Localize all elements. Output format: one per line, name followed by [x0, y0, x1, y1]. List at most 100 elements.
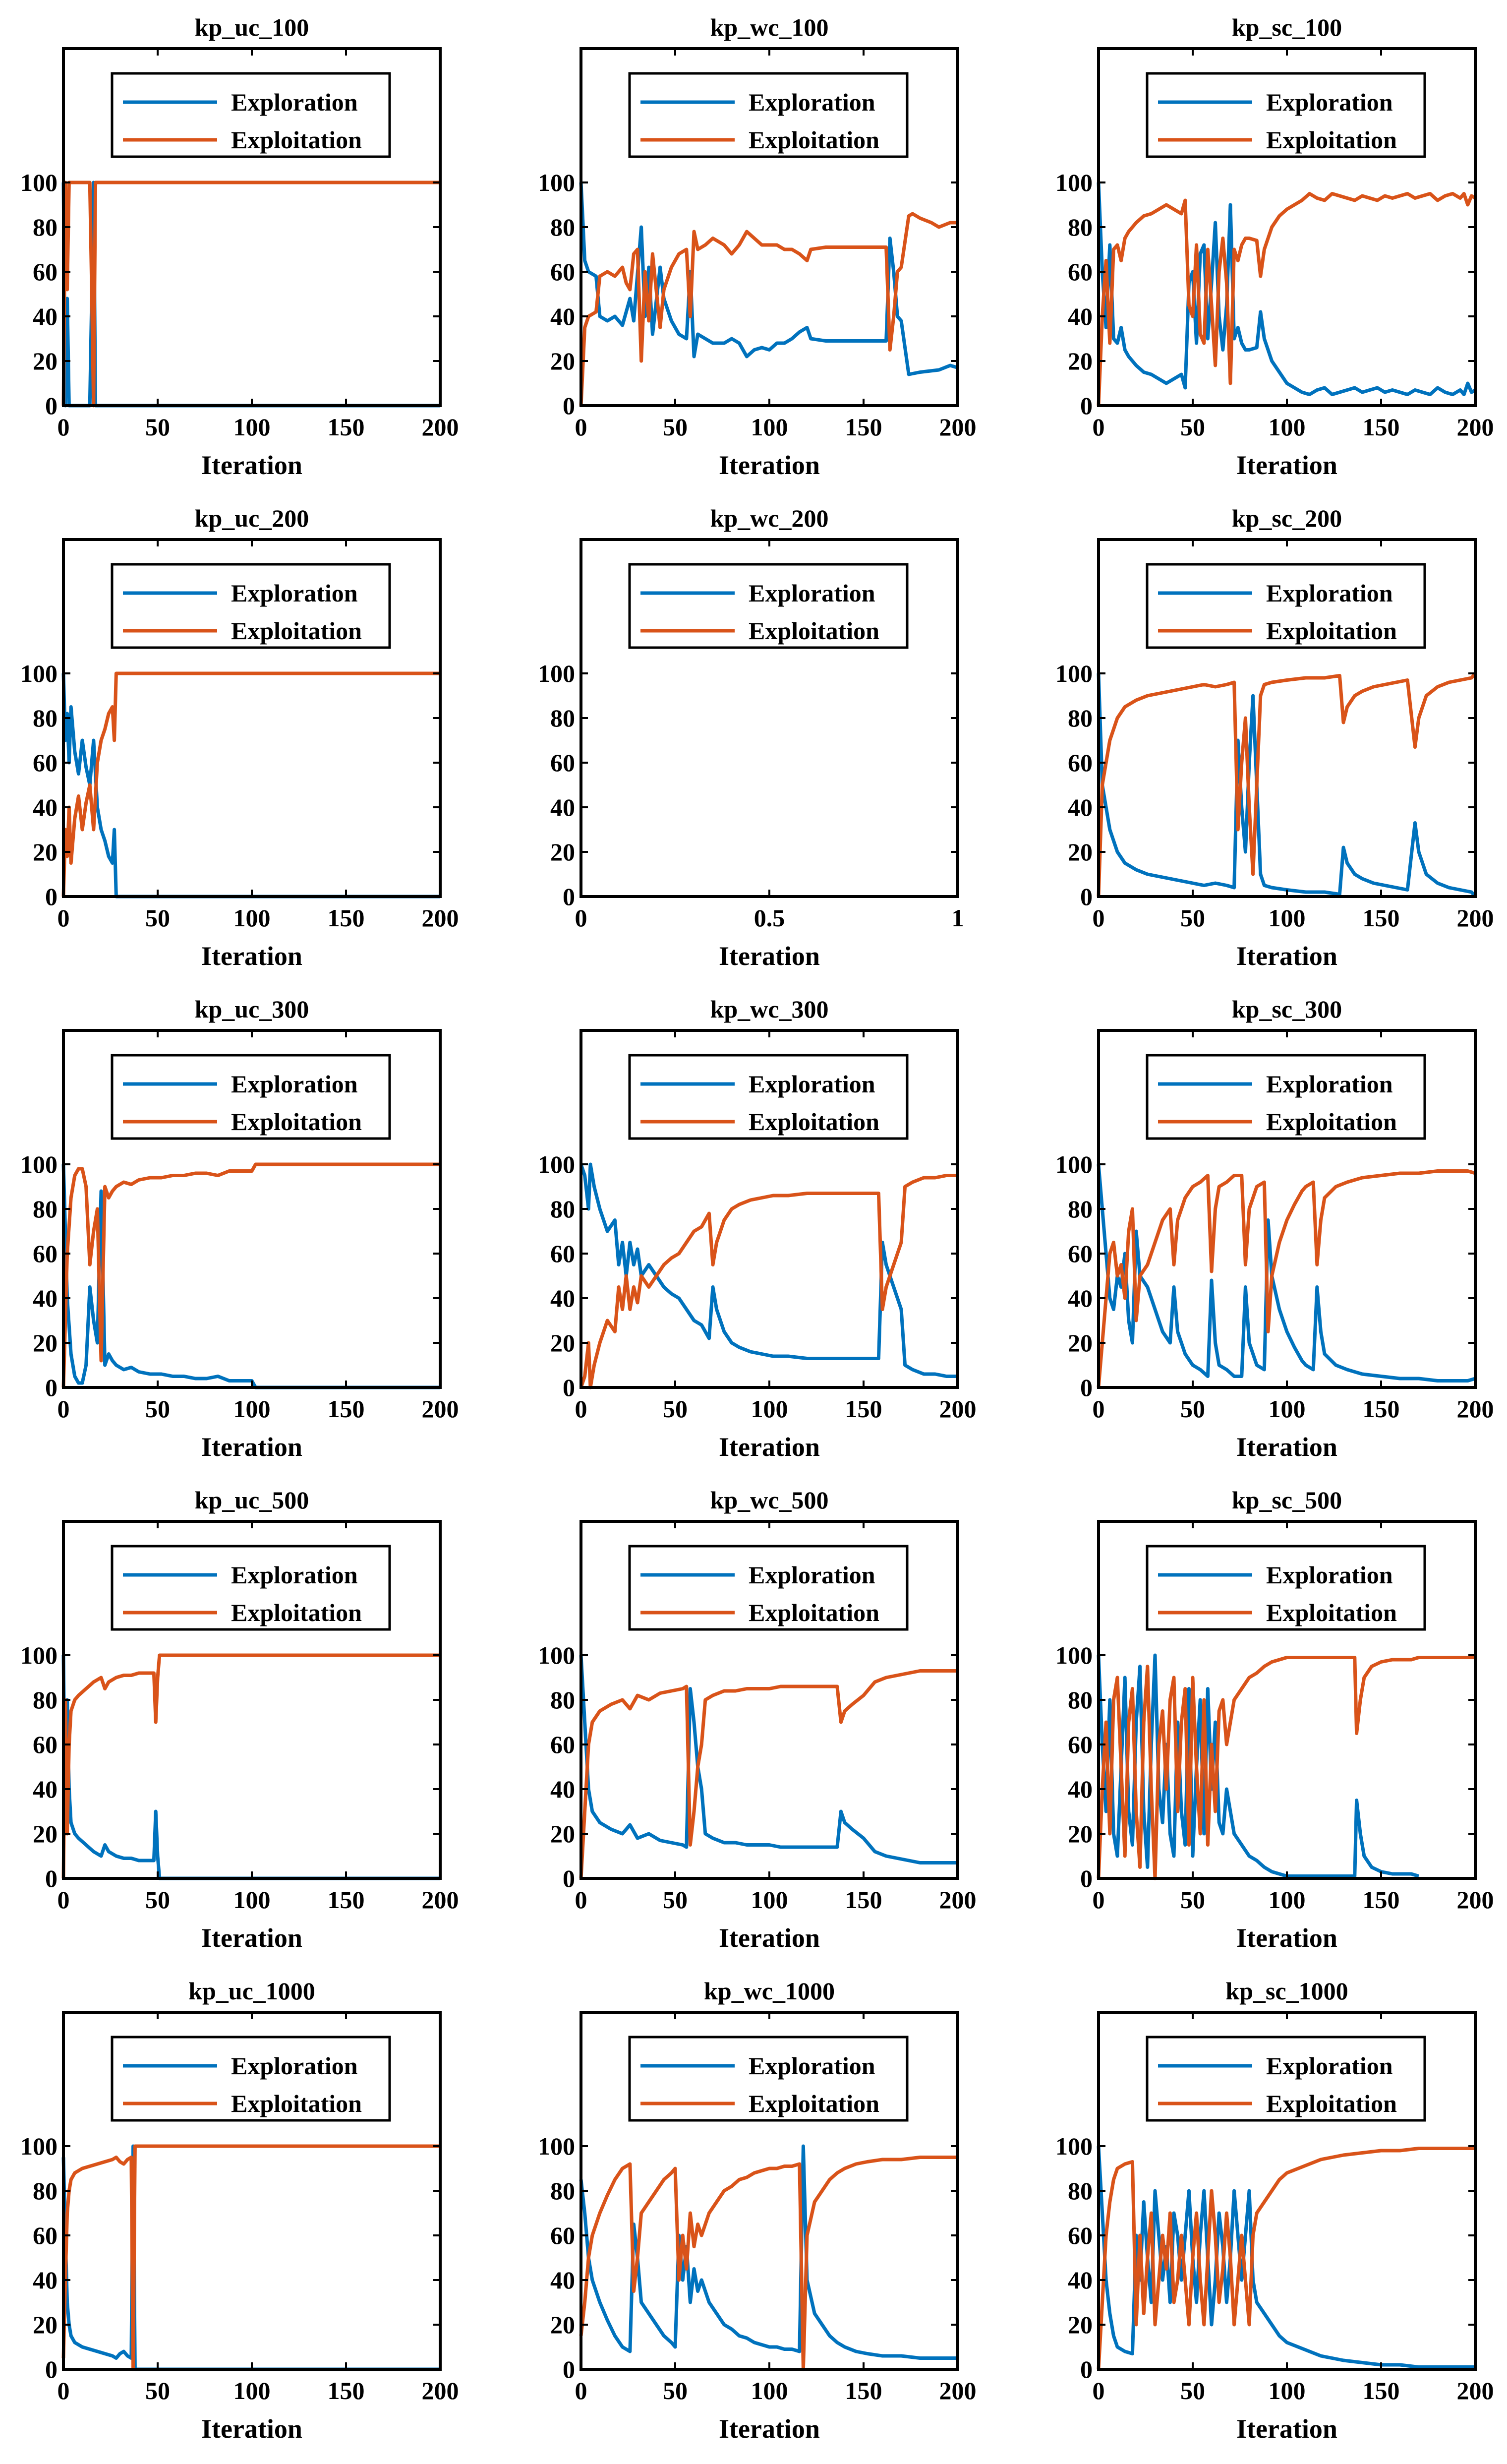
x-tick-label: 150 [1363, 1886, 1400, 1914]
x-tick-label: 150 [845, 413, 882, 441]
series-line-exploitation [1097, 1169, 1476, 1388]
legend-box [628, 1054, 909, 1140]
legend: Exploration Exploitation [1146, 1054, 1426, 1140]
legend-label-exploitation: Exploitation [1266, 126, 1397, 154]
chart-title: kp_sc_200 [1232, 504, 1342, 532]
series-line-exploration [579, 2144, 958, 2360]
y-tick-label: 0 [45, 1864, 58, 1892]
x-tick-label: 200 [939, 413, 977, 441]
y-tick-label: 80 [1068, 213, 1093, 241]
y-tick-label: 40 [33, 2266, 58, 2294]
y-tick-label: 80 [550, 1686, 575, 1714]
y-tick-label: 20 [33, 1820, 58, 1848]
y-tick-label: 40 [1068, 1284, 1093, 1312]
y-tick-label: 0 [563, 392, 575, 420]
x-tick-label: 200 [1457, 413, 1494, 441]
chart-panel-kp_sc_1000: kp_sc_1000 0 50 100 150 200 0 20 40 60 80 100 Iterat… [1055, 1977, 1494, 2444]
x-tick-label: 50 [663, 2377, 688, 2404]
y-tick-label: 40 [1068, 793, 1093, 821]
legend-box [628, 2036, 909, 2122]
x-tick-label: 100 [233, 2377, 271, 2404]
legend-label-exploration: Exploration [749, 88, 875, 116]
x-tick-label: 100 [751, 2377, 788, 2404]
legend-label-exploration: Exploration [749, 2052, 875, 2080]
series-line-exploration [1097, 2146, 1475, 2369]
x-tick-label: 100 [751, 413, 788, 441]
x-tick-label: 50 [663, 413, 688, 441]
legend-label-exploration: Exploration [1266, 579, 1393, 607]
x-tick-label: 0 [58, 2377, 70, 2404]
x-tick-label: 50 [145, 1886, 170, 1914]
x-tick-label: 200 [422, 1886, 459, 1914]
x-axis-label: Iteration [719, 1432, 820, 1462]
y-tick-label: 0 [45, 392, 58, 420]
series-line-exploitation [579, 1174, 958, 1389]
y-tick-label: 40 [33, 793, 58, 821]
y-tick-label: 20 [33, 347, 58, 375]
y-tick-label: 20 [33, 1329, 58, 1357]
x-tick-label: 50 [1180, 413, 1205, 441]
x-tick-label: 50 [663, 1886, 688, 1914]
x-axis-label: Iteration [719, 941, 820, 971]
y-tick-label: 80 [1068, 704, 1093, 732]
x-tick-label: 50 [1180, 1886, 1205, 1914]
chart-title: kp_wc_1000 [704, 1977, 835, 2005]
series-line-exploration [579, 1655, 958, 1864]
y-tick-label: 0 [563, 1864, 575, 1892]
x-tick-label: 50 [663, 1395, 688, 1423]
chart-title: kp_wc_200 [710, 504, 829, 532]
legend-box [111, 563, 391, 649]
legend-box [628, 1545, 909, 1631]
x-tick-label: 150 [328, 1886, 365, 1914]
y-tick-label: 0 [563, 2355, 575, 2383]
x-tick-label: 200 [939, 1886, 977, 1914]
series-line-exploration [1097, 1653, 1419, 1878]
legend-label-exploitation: Exploitation [749, 126, 879, 154]
y-tick-label: 80 [550, 704, 575, 732]
x-tick-label: 100 [233, 1886, 271, 1914]
x-tick-label: 150 [328, 904, 365, 932]
y-tick-label: 80 [1068, 2177, 1093, 2205]
legend-box [1146, 1054, 1426, 1140]
x-tick-label: 0 [1093, 1886, 1105, 1914]
x-tick-label: 0 [1093, 904, 1105, 932]
x-tick-label: 100 [1269, 904, 1306, 932]
y-tick-label: 0 [45, 2355, 58, 2383]
chart-title: kp_wc_300 [710, 995, 829, 1023]
y-tick-label: 20 [33, 2311, 58, 2339]
series-line-exploration [61, 180, 440, 408]
y-tick-label: 60 [1068, 258, 1093, 286]
x-tick-label: 0 [575, 1886, 587, 1914]
y-tick-label: 80 [550, 1195, 575, 1223]
x-tick-label: 100 [1269, 413, 1306, 441]
x-tick-label: 100 [1269, 2377, 1306, 2404]
legend-label-exploitation: Exploitation [1266, 2090, 1397, 2117]
y-tick-label: 60 [1068, 2222, 1093, 2249]
y-tick-label: 100 [538, 1150, 575, 1178]
y-tick-label: 100 [1055, 1641, 1093, 1669]
y-tick-label: 40 [1068, 302, 1093, 330]
legend-box [111, 1054, 391, 1140]
x-tick-label: 200 [422, 413, 459, 441]
legend: Exploration Exploitation [111, 1054, 391, 1140]
x-tick-label: 1 [952, 904, 964, 932]
x-tick-label: 100 [233, 413, 271, 441]
y-tick-label: 60 [33, 258, 58, 286]
y-tick-label: 80 [1068, 1195, 1093, 1223]
x-tick-label: 200 [422, 904, 459, 932]
x-axis-label: Iteration [1236, 1432, 1337, 1462]
x-tick-label: 150 [1363, 904, 1400, 932]
y-tick-label: 80 [33, 213, 58, 241]
y-tick-label: 60 [1068, 749, 1093, 777]
y-tick-label: 40 [1068, 1775, 1093, 1803]
legend-label-exploitation: Exploitation [231, 617, 362, 645]
y-tick-label: 100 [20, 660, 58, 687]
y-tick-label: 60 [550, 749, 575, 777]
x-tick-label: 0 [1093, 2377, 1105, 2404]
y-tick-label: 100 [1055, 1150, 1093, 1178]
chart-title: kp_uc_300 [195, 995, 309, 1023]
series-line-exploration [61, 1164, 440, 1389]
x-tick-label: 200 [1457, 1886, 1494, 1914]
series-line-exploration [61, 1655, 440, 1880]
x-axis-label: Iteration [201, 1923, 302, 1953]
